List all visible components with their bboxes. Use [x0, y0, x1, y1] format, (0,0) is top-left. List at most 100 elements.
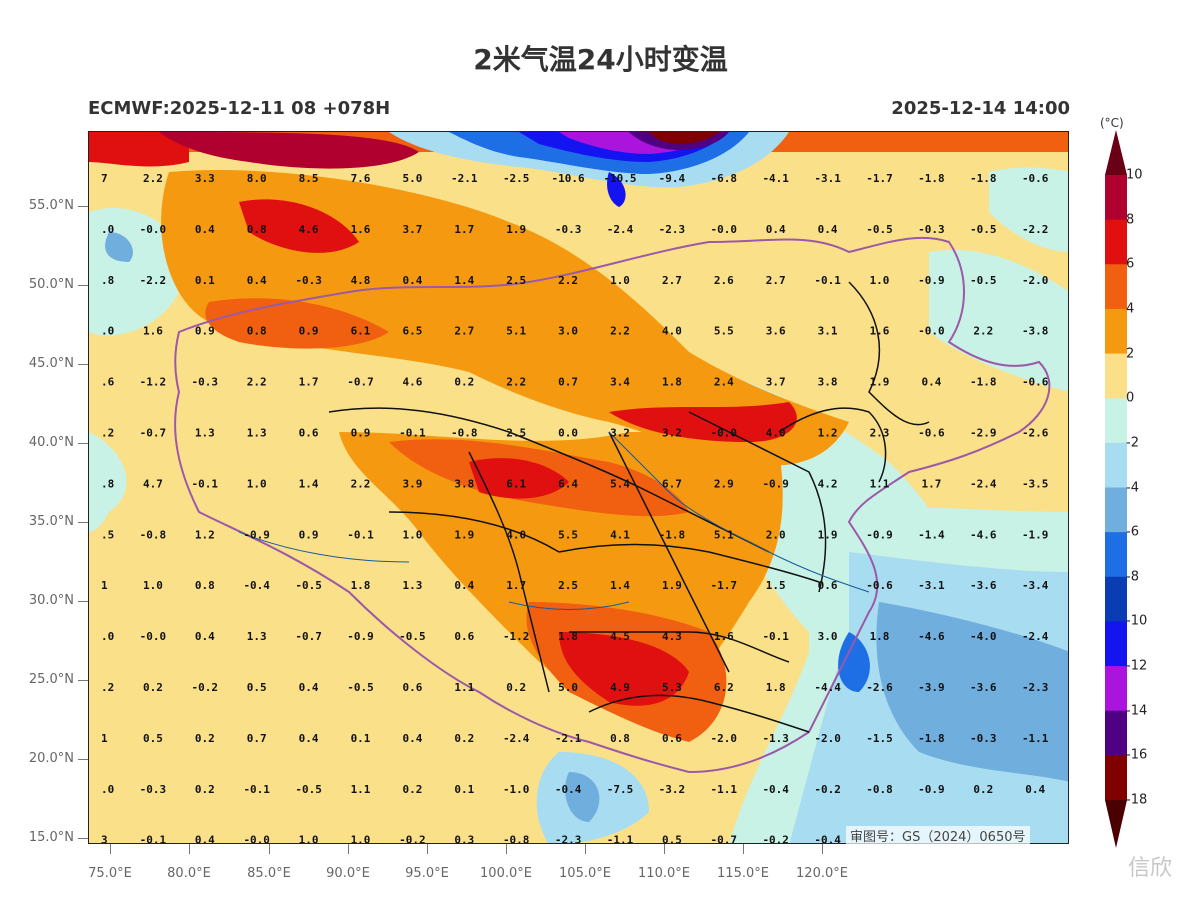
grid-value: -1.5: [866, 732, 893, 745]
grid-value: 3.0: [558, 325, 578, 338]
map-canvas: 7 2.2 3.3 8.0 8.5 7.6 5.0 -2.1 -2.5 -10.6 -10.5 -9.…: [89, 132, 1068, 844]
grid-value: 0.8: [610, 732, 630, 745]
grid-value: .8: [101, 274, 114, 287]
grid-value: -0.5: [347, 681, 374, 694]
colorbar-tick-label: -6: [1126, 524, 1139, 540]
grid-value: 0.1: [454, 783, 474, 796]
grid-value: 1: [101, 579, 108, 592]
grid-value: 3.8: [818, 376, 838, 389]
grid-value: 3.7: [766, 376, 786, 389]
grid-value: -0.9: [866, 528, 893, 541]
grid-value: 0.3: [454, 834, 474, 844]
grid-value: -0.9: [243, 528, 270, 541]
grid-value: -1.0: [503, 783, 530, 796]
colorbar-segment: [1105, 666, 1127, 712]
grid-value: -0.4: [243, 579, 270, 592]
grid-value: 1.3: [247, 630, 267, 643]
grid-value: -0.4: [762, 783, 789, 796]
grid-value: 6.1: [351, 325, 371, 338]
grid-value: -3.8: [1022, 325, 1048, 338]
grid-value: 8.0: [247, 172, 267, 185]
colorbar-tick-label: -12: [1126, 658, 1148, 674]
grid-value: 0.2: [195, 783, 215, 796]
grid-value: 1.6: [351, 223, 371, 236]
grid-value: 0.4: [1025, 783, 1045, 796]
longitude-tick-mark: [506, 844, 507, 854]
colorbar-tick-label: -14: [1126, 703, 1148, 719]
grid-value: -3.6: [970, 579, 997, 592]
grid-value: 0.6: [454, 630, 474, 643]
grid-value: -3.6: [970, 681, 997, 694]
colorbar-tick-label: 6: [1126, 256, 1135, 272]
grid-value: 2.3: [870, 427, 890, 440]
grid-value: 1.3: [195, 427, 215, 440]
grid-value: -0.3: [192, 376, 219, 389]
grid-value: .8: [101, 477, 114, 490]
latitude-tick-mark: [78, 680, 88, 681]
latitude-tick-mark: [78, 285, 88, 286]
grid-value: 3: [101, 834, 108, 844]
latitude-tick-mark: [78, 443, 88, 444]
latitude-tick-mark: [78, 206, 88, 207]
colorbar-segment: [1105, 621, 1127, 667]
grid-value: -0.6: [918, 427, 945, 440]
grid-value: -0.1: [243, 783, 270, 796]
grid-value: -0.7: [140, 427, 167, 440]
grid-value: 2.7: [454, 325, 474, 338]
grid-value: -0.3: [295, 274, 322, 287]
colorbar-segment: [1105, 710, 1127, 756]
latitude-tick-label: 55.0°N: [28, 198, 74, 213]
boundary-lines-layer: [174, 236, 1051, 774]
latitude-tick-label: 15.0°N: [28, 830, 74, 845]
grid-value: 0.4: [818, 223, 838, 236]
grid-value: 1: [101, 732, 108, 745]
grid-value: -0.3: [918, 223, 945, 236]
grid-value: -2.1: [451, 172, 478, 185]
grid-value: 1.1: [870, 477, 890, 490]
grid-value: 0.6: [818, 579, 838, 592]
grid-value: -1.8: [970, 376, 997, 389]
grid-value: -1.4: [918, 528, 945, 541]
grid-value: 1.0: [351, 834, 371, 844]
grid-value: 4.3: [662, 630, 682, 643]
grid-value: 2.2: [558, 274, 578, 287]
grid-value: 1.8: [558, 630, 578, 643]
grid-value: 0.8: [195, 579, 215, 592]
grid-value: -0.4: [555, 783, 582, 796]
grid-value: 5.4: [610, 477, 630, 490]
grid-value: -0.5: [295, 783, 322, 796]
grid-value: -0.3: [555, 223, 582, 236]
longitude-tick-mark: [348, 844, 349, 854]
grid-value: -2.9: [970, 427, 997, 440]
latitude-tick-label: 30.0°N: [28, 593, 74, 608]
grid-value: -2.2: [1022, 223, 1048, 236]
grid-value: 3.3: [195, 172, 215, 185]
longitude-tick-label: 80.0°E: [167, 866, 211, 881]
grid-value: -0.9: [918, 783, 945, 796]
grid-value: 0.9: [195, 325, 215, 338]
grid-value: -0.1: [814, 274, 841, 287]
grid-value: 2.0: [766, 528, 786, 541]
grid-value: -2.5: [503, 172, 530, 185]
grid-value: 3.6: [766, 325, 786, 338]
grid-value: 4.9: [610, 681, 630, 694]
colorbar-segment: [1105, 308, 1127, 355]
longitude-tick-label: 105.0°E: [559, 866, 611, 881]
latitude-tick-mark: [78, 364, 88, 365]
grid-value: 6.4: [558, 477, 578, 490]
grid-value: -3.1: [918, 579, 945, 592]
colorbar-unit: (°C): [1100, 116, 1124, 130]
grid-value: 1.6: [143, 325, 163, 338]
grid-value: 0.4: [766, 223, 786, 236]
grid-value: -0.6: [1022, 376, 1049, 389]
grid-value: -2.0: [814, 732, 841, 745]
grid-value: 7: [101, 172, 108, 185]
colorbar-tick-label: -10: [1126, 613, 1148, 629]
grid-value: 0.2: [195, 732, 215, 745]
grid-value: 2.4: [714, 376, 734, 389]
grid-value: 4.0: [506, 528, 526, 541]
grid-value: -1.8: [918, 172, 945, 185]
grid-value: -0.8: [140, 528, 167, 541]
grid-value: -1.2: [140, 376, 167, 389]
grid-value: 1.9: [662, 579, 682, 592]
